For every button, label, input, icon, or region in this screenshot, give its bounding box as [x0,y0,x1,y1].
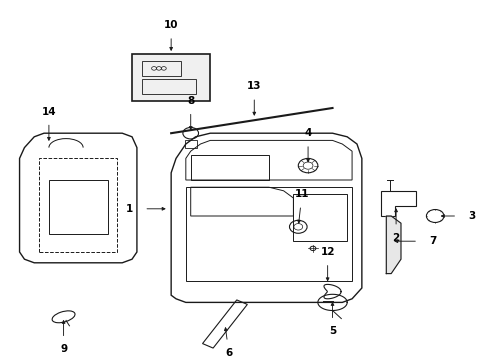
Text: 6: 6 [225,348,232,358]
Text: 13: 13 [246,81,261,91]
Text: 5: 5 [328,326,335,336]
Text: 1: 1 [126,204,133,214]
Text: 10: 10 [163,20,178,30]
Text: 14: 14 [41,107,56,117]
Text: 11: 11 [294,189,308,199]
FancyBboxPatch shape [132,54,210,101]
Polygon shape [386,216,400,274]
Text: 3: 3 [468,211,474,221]
Text: 8: 8 [187,96,194,106]
Text: 9: 9 [60,344,67,354]
Text: 4: 4 [304,128,311,138]
Text: 12: 12 [320,247,334,257]
Text: 7: 7 [428,236,436,246]
Text: 2: 2 [392,233,399,243]
